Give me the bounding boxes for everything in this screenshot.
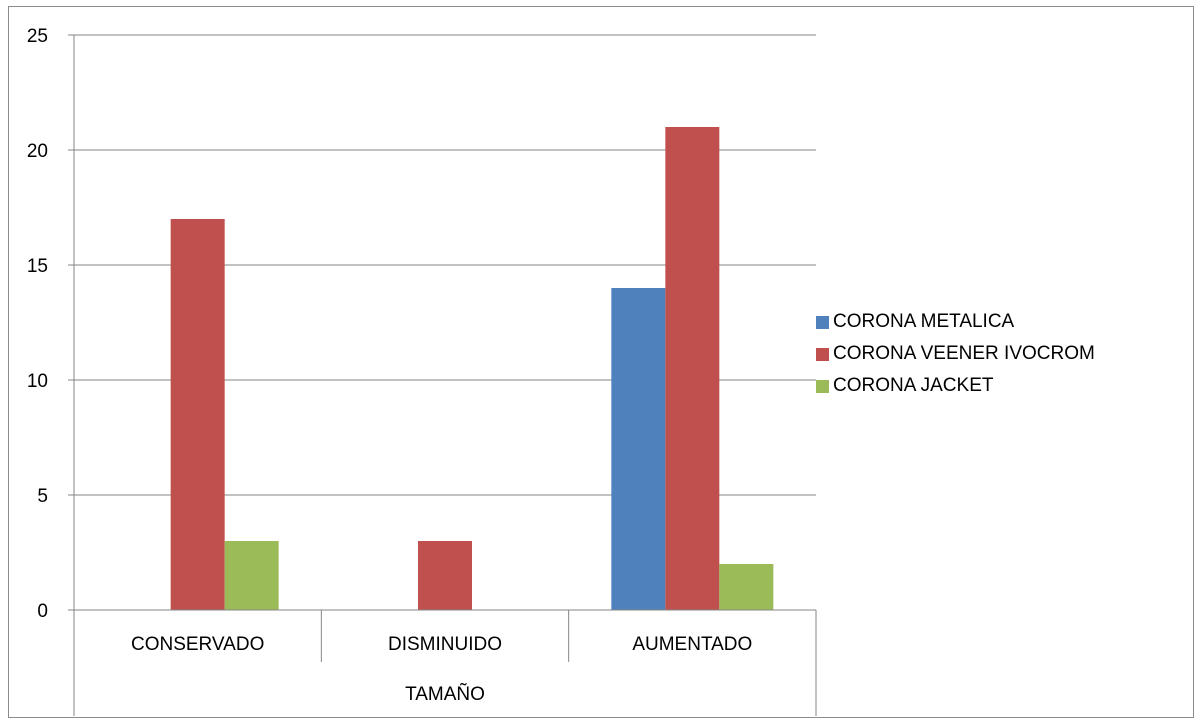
bar-aumentado-series-2 [719,564,774,610]
bar-conservado-series-2 [224,541,279,610]
bar-aumentado-series-0 [611,288,666,610]
y-tick-label: 10 [27,371,48,392]
y-tick-label: 15 [27,256,48,277]
legend-label-veener: CORONA VEENER IVOCROM [833,343,1095,364]
legend-item-metalica: CORONA METALICA [816,306,1095,338]
x-tick-label: DISMINUIDO [388,634,502,655]
legend-label-metalica: CORONA METALICA [833,311,1015,332]
bar-conservado-series-1 [170,219,225,610]
legend-swatch-veener [816,347,829,361]
legend-swatch-metalica [816,315,829,329]
bar-aumentado-series-1 [665,127,720,610]
x-tick-label: AUMENTADO [632,634,752,655]
legend-label-jacket: CORONA JACKET [833,375,994,396]
y-tick-label: 0 [37,601,48,622]
y-tick-label: 20 [27,141,48,162]
chart-legend: CORONA METALICA CORONA VEENER IVOCROM CO… [816,306,1095,402]
y-tick-label: 25 [27,26,48,47]
legend-item-veener: CORONA VEENER IVOCROM [816,338,1095,370]
x-group-label: TAMAÑO [405,683,485,705]
legend-item-jacket: CORONA JACKET [816,370,1095,402]
y-tick-label: 5 [37,486,48,507]
bar-disminuido-series-1 [418,541,472,610]
legend-swatch-jacket [816,379,829,393]
x-tick-label: CONSERVADO [131,634,264,655]
